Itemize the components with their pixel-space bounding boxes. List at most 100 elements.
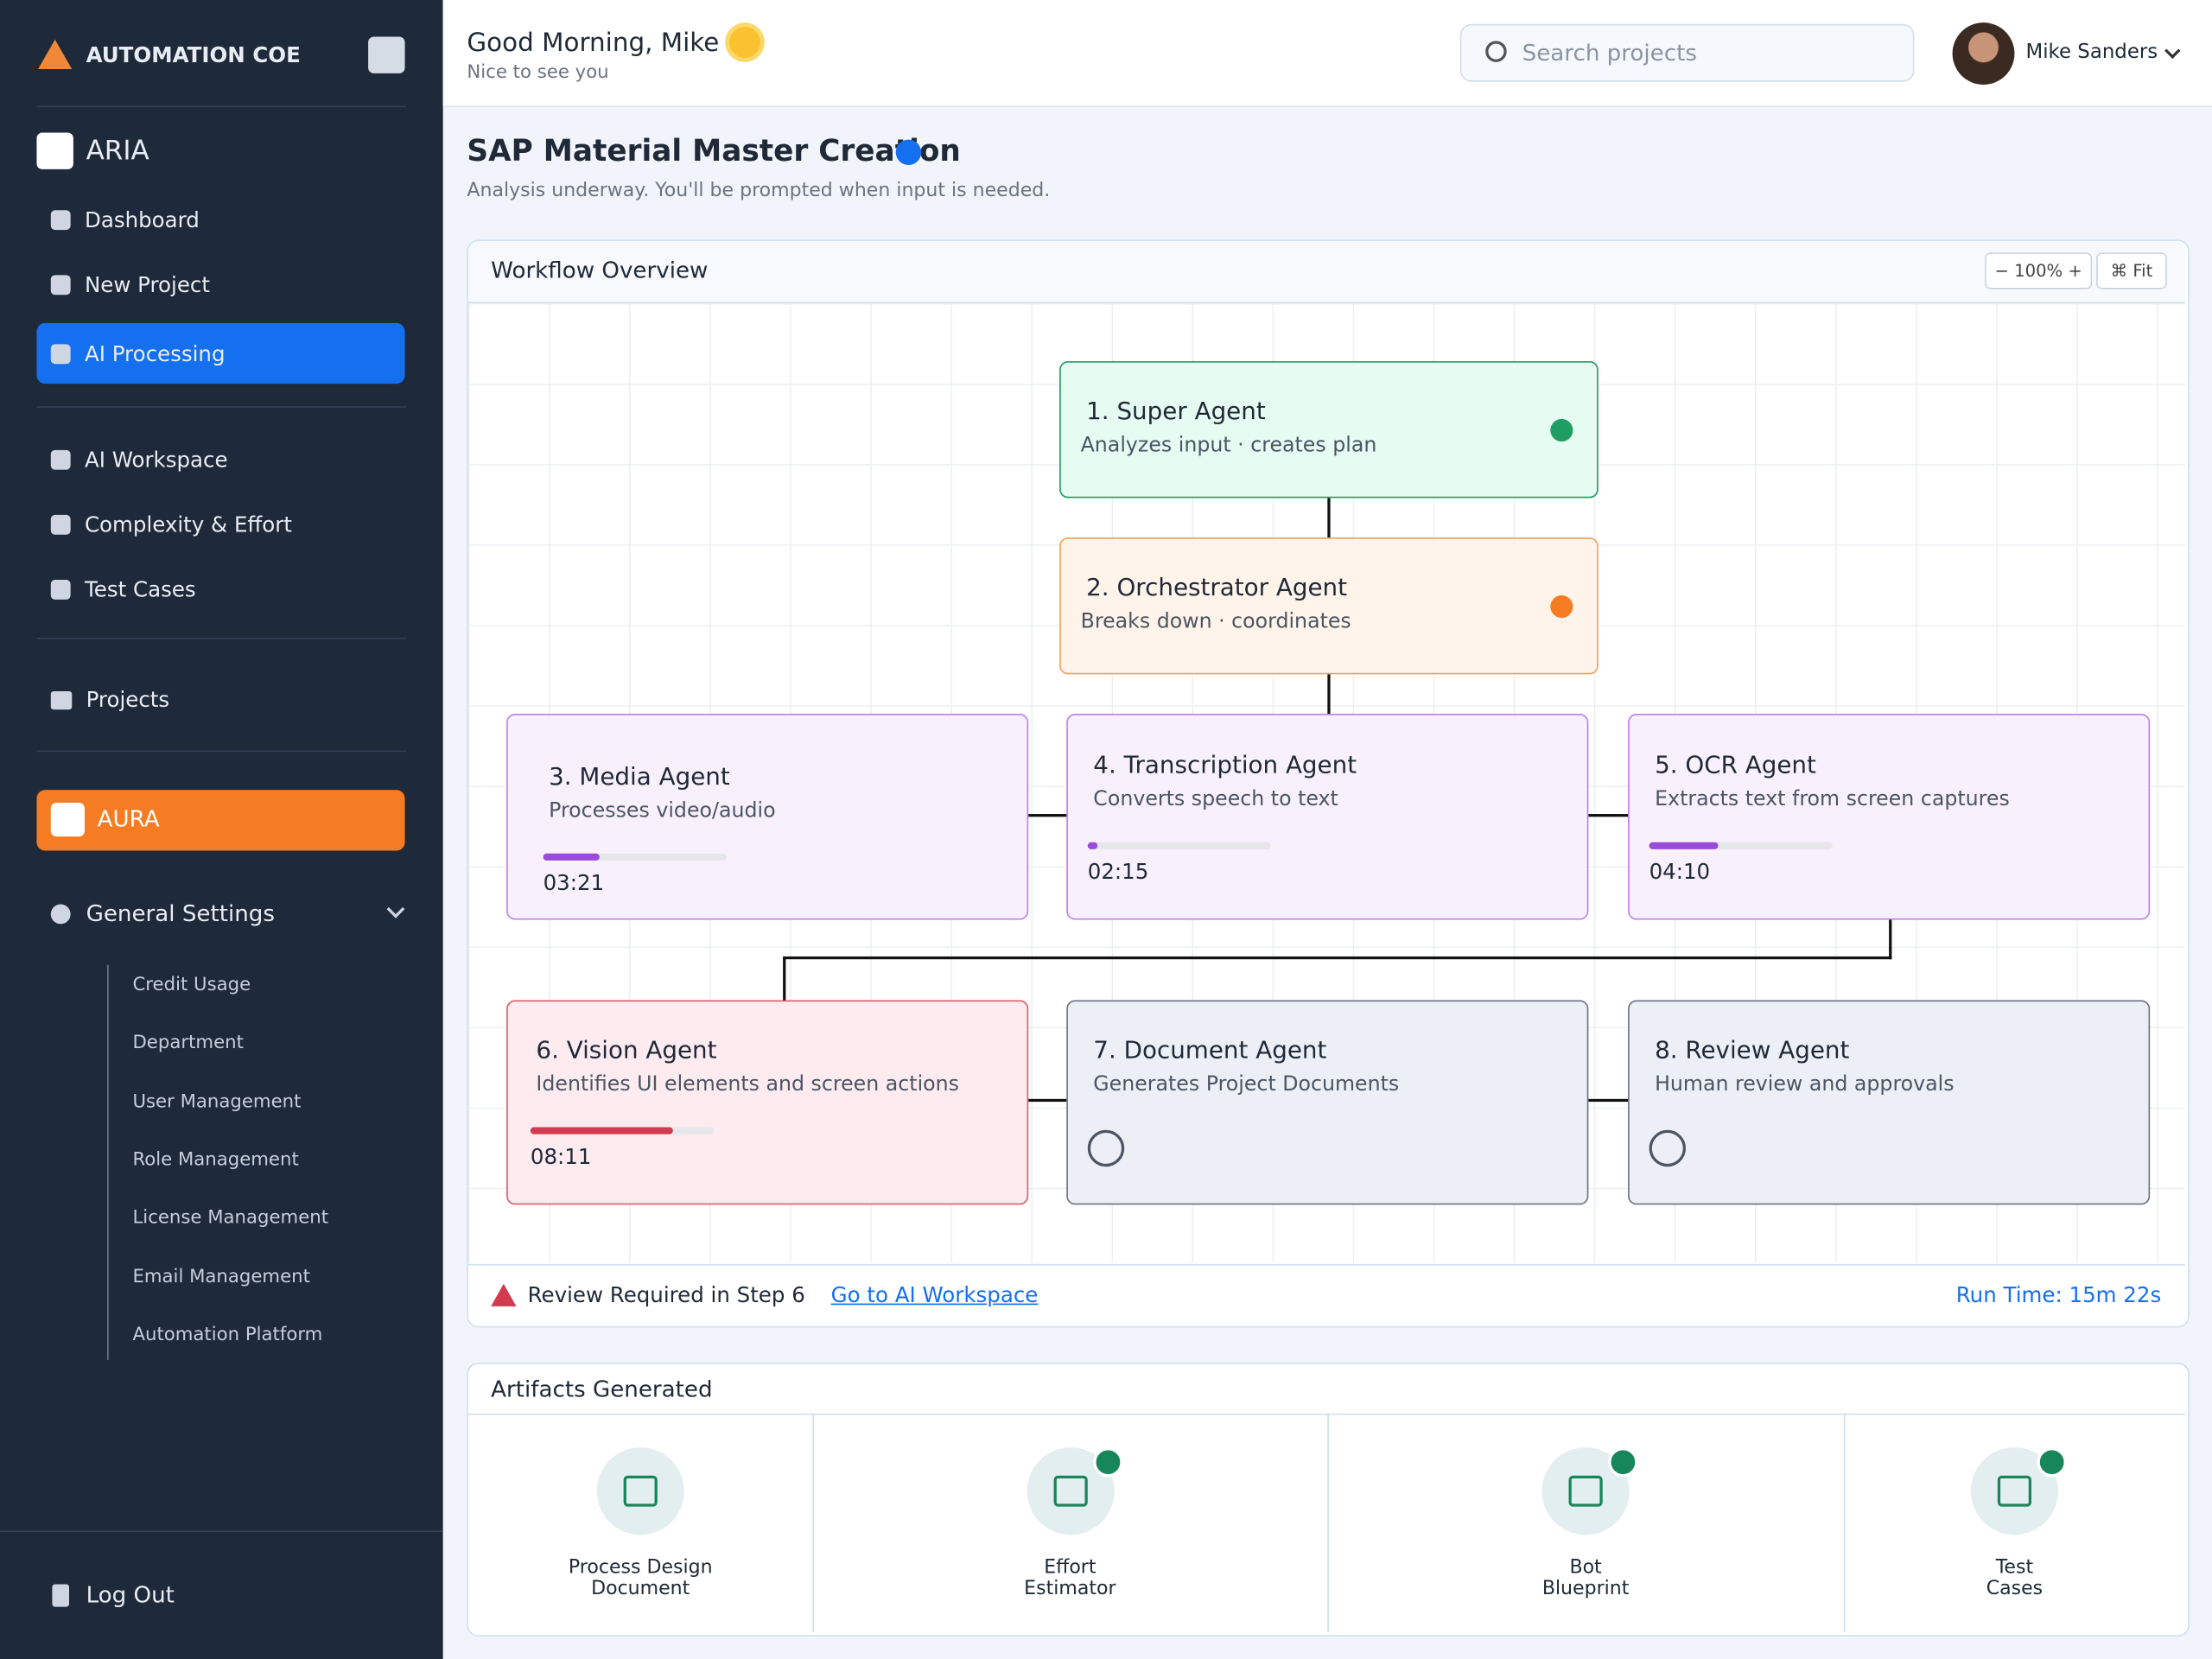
artifact-icon[interactable] <box>596 1447 684 1535</box>
nav-label: Test Cases <box>84 576 196 603</box>
nav-icon <box>50 210 71 231</box>
sub-nav-item[interactable]: Automation Platform <box>132 1324 323 1346</box>
nav-item[interactable]: Projects <box>86 687 170 713</box>
connector <box>783 956 786 1001</box>
artifact-glyph <box>1568 1475 1603 1507</box>
subgreeting: Nice to see you <box>467 61 609 84</box>
divider <box>1327 1414 1329 1632</box>
agent-node[interactable] <box>1059 360 1599 499</box>
agent-desc: Extracts text from screen captures <box>1655 788 2010 811</box>
brand-logo <box>38 39 73 69</box>
zoom-control[interactable]: − 100% + <box>1985 252 2093 289</box>
projects-icon <box>50 690 73 710</box>
verified-badge <box>895 139 922 166</box>
nav-item[interactable]: AI Workspace <box>50 442 228 478</box>
connector <box>1327 498 1331 538</box>
user-name[interactable]: Mike Sanders <box>2025 41 2158 64</box>
sun <box>729 27 760 58</box>
agent-desc: Processes video/audio <box>549 799 776 823</box>
status-icon <box>1550 418 1573 442</box>
connector <box>1588 814 1629 817</box>
artifacts-header <box>468 1413 2185 1415</box>
aura-button[interactable] <box>36 790 405 851</box>
done-badge <box>1092 1447 1122 1478</box>
progress-bar <box>530 1127 674 1135</box>
artifact-label: Test Cases <box>1986 1555 2044 1600</box>
agent-node[interactable] <box>1628 1000 2151 1205</box>
workspace-link[interactable]: Go to AI Workspace <box>830 1282 1039 1308</box>
progress-bar <box>1087 842 1097 849</box>
nav-icon <box>50 514 71 535</box>
nav-label: New Project <box>84 272 210 298</box>
search-box[interactable] <box>1459 23 1915 82</box>
done-badge <box>1608 1447 1638 1478</box>
sub-nav-item[interactable]: Department <box>132 1033 244 1055</box>
agent-title: 1. Super Agent <box>1086 397 1266 427</box>
logout[interactable]: Log Out <box>86 1581 175 1609</box>
elapsed-time: 02:15 <box>1087 859 1149 885</box>
divider <box>1843 1414 1846 1632</box>
artifact-glyph <box>1052 1475 1087 1507</box>
nav-item[interactable]: New Project <box>36 267 404 303</box>
agent-desc: Identifies UI elements and screen action… <box>536 1073 959 1096</box>
nav-label: Complexity & Effort <box>84 512 292 538</box>
nav-item[interactable]: General Settings <box>86 899 275 927</box>
search-icon <box>1485 41 1507 62</box>
nav-icon <box>50 580 71 600</box>
artifact-label: Effort Estimator <box>1024 1555 1116 1600</box>
nav-item[interactable]: Test Cases <box>50 571 196 607</box>
agent-title: 6. Vision Agent <box>536 1036 717 1065</box>
nav-label: Dashboard <box>84 207 200 233</box>
sub-nav-item[interactable]: Credit Usage <box>132 975 251 996</box>
tree-line <box>107 964 109 1360</box>
agent-node[interactable] <box>506 1000 1029 1205</box>
collapse-button[interactable] <box>368 36 405 73</box>
nav-icon <box>50 449 71 470</box>
agent-title: 7. Document Agent <box>1093 1036 1327 1065</box>
pending-icon <box>1649 1129 1687 1167</box>
sub-nav-item[interactable]: License Management <box>132 1207 329 1230</box>
nav-item[interactable]: Complexity & Effort <box>50 506 292 543</box>
sub-nav-item[interactable]: Role Management <box>132 1149 299 1171</box>
nav-item[interactable]: AI Processing <box>36 322 405 385</box>
greeting: Good Morning, Mike <box>467 28 720 58</box>
elapsed-time: 03:21 <box>543 870 605 896</box>
run-time: Run Time: 15m 22s <box>1955 1282 2162 1308</box>
agent-node[interactable] <box>1628 714 2151 920</box>
progress-bar <box>543 853 601 861</box>
agent-node[interactable] <box>1066 1000 1589 1205</box>
page-title: SAP Material Master Creation <box>467 134 961 168</box>
sub-nav-item[interactable]: User Management <box>132 1091 302 1113</box>
agent-title: 5. OCR Agent <box>1655 752 1816 780</box>
status-icon <box>1550 594 1573 619</box>
agent-node[interactable] <box>1059 537 1599 675</box>
agent-title: 2. Orchestrator Agent <box>1086 574 1348 603</box>
brand: AUTOMATION COE <box>86 41 301 68</box>
agent-title: 4. Transcription Agent <box>1093 752 1357 780</box>
agent-node[interactable] <box>1066 714 1589 920</box>
progress-track <box>1649 842 1833 849</box>
connector <box>1327 674 1331 715</box>
connector <box>1889 919 1892 960</box>
nav-item[interactable]: Dashboard <box>36 201 404 238</box>
logout-icon <box>52 1584 69 1607</box>
artifact-label: Bot Blueprint <box>1541 1555 1630 1600</box>
agent-node[interactable] <box>506 714 1029 920</box>
settings-icon <box>50 904 71 925</box>
sep <box>0 1530 443 1533</box>
nav-label: AI Processing <box>84 340 226 366</box>
divider <box>812 1414 815 1632</box>
nav-icon <box>50 275 71 296</box>
fit-button[interactable]: ⌘ Fit <box>2096 252 2167 289</box>
aura-logo <box>50 802 85 837</box>
chevron <box>386 899 405 918</box>
agent-desc: Breaks down · coordinates <box>1080 610 1351 634</box>
avatar[interactable] <box>1952 22 2015 85</box>
agent-desc: Human review and approvals <box>1655 1073 1955 1096</box>
sub-nav-item[interactable]: Email Management <box>132 1266 310 1287</box>
agent-desc: Converts speech to text <box>1093 788 1338 811</box>
alert-text: Review Required in Step 6 <box>527 1282 805 1308</box>
page-subtitle: Analysis underway. You'll be prompted wh… <box>467 179 1051 202</box>
